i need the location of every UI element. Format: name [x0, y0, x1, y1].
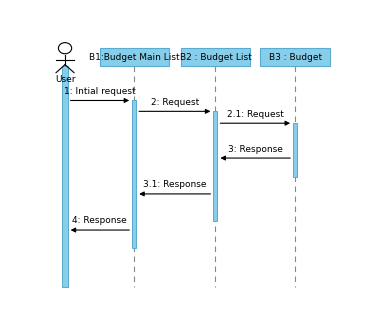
Bar — [260, 48, 330, 66]
Text: 2: Request: 2: Request — [151, 98, 199, 107]
Text: B2 : Budget List: B2 : Budget List — [180, 52, 251, 62]
Bar — [62, 66, 68, 287]
Text: 3: Response: 3: Response — [228, 145, 283, 154]
Bar — [213, 111, 218, 221]
Text: B1:Budget Main List: B1:Budget Main List — [89, 52, 180, 62]
Text: 1: Intial request: 1: Intial request — [64, 87, 135, 96]
Text: 2.1: Request: 2.1: Request — [227, 110, 284, 119]
Text: B3 : Budget: B3 : Budget — [268, 52, 322, 62]
Bar — [293, 123, 297, 177]
Bar — [132, 100, 136, 248]
Bar — [100, 48, 169, 66]
Text: User: User — [55, 75, 75, 84]
Bar — [181, 48, 250, 66]
Text: 4: Response: 4: Response — [72, 216, 127, 225]
Text: 3.1: Response: 3.1: Response — [143, 180, 206, 189]
